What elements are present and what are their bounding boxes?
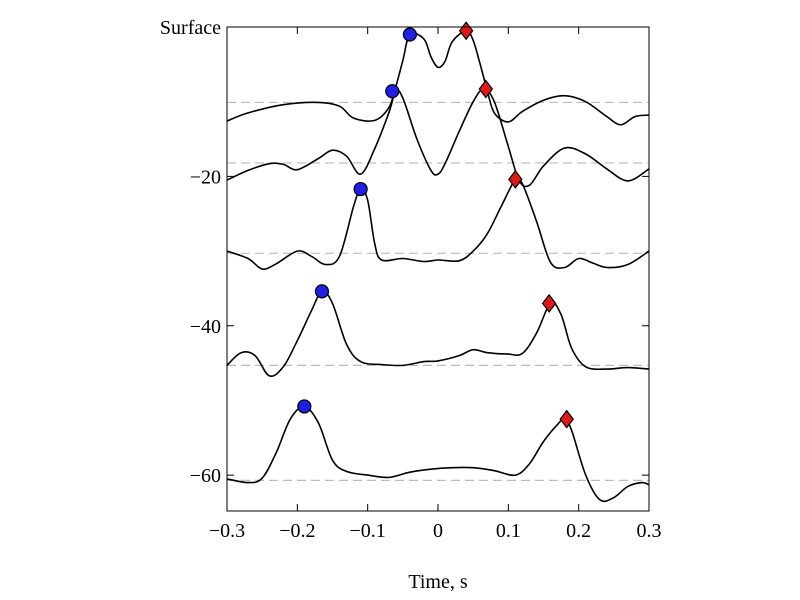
circle-marker-2: [353, 181, 368, 197]
baselines-layer: [227, 101, 649, 481]
x-tick-label: 0.1: [496, 520, 521, 542]
x-axis-label: Time, s: [408, 571, 468, 593]
trace-4: [226, 405, 650, 503]
x-tick-label: 0.2: [566, 520, 591, 542]
plot-frame: [226, 26, 650, 512]
diamond-marker-1: [478, 79, 494, 99]
trace-0: [226, 29, 650, 126]
circle-marker-0: [402, 27, 417, 42]
x-tick-label: −0.2: [279, 520, 315, 542]
trace-3: [226, 290, 650, 377]
x-tick-label: −0.1: [350, 520, 386, 542]
circle-marker-3: [314, 284, 330, 299]
trace-2: [226, 176, 650, 270]
trace-1: [226, 88, 650, 188]
diamond-marker-4: [559, 409, 574, 429]
y-tick-label: −60: [190, 465, 221, 487]
markers-layer: [297, 21, 574, 429]
x-tick-label: −0.3: [209, 520, 245, 542]
diamond-marker-3: [541, 293, 557, 313]
diamond-marker-2: [508, 169, 523, 189]
x-tick-label: 0.3: [637, 520, 662, 542]
x-tick-label: 0: [433, 520, 443, 542]
traces-layer: [226, 29, 650, 503]
circle-marker-1: [385, 84, 400, 99]
surface-label: Surface: [160, 17, 221, 39]
y-tick-label: −20: [190, 166, 221, 188]
diamond-marker-0: [458, 21, 474, 41]
y-ticks: −20 −40 −60: [190, 166, 649, 487]
x-ticks: −0.3 −0.2 −0.1 0 0.1 0.2 0.3: [209, 27, 662, 542]
y-tick-label: −40: [190, 316, 221, 338]
circle-marker-4: [297, 399, 312, 414]
